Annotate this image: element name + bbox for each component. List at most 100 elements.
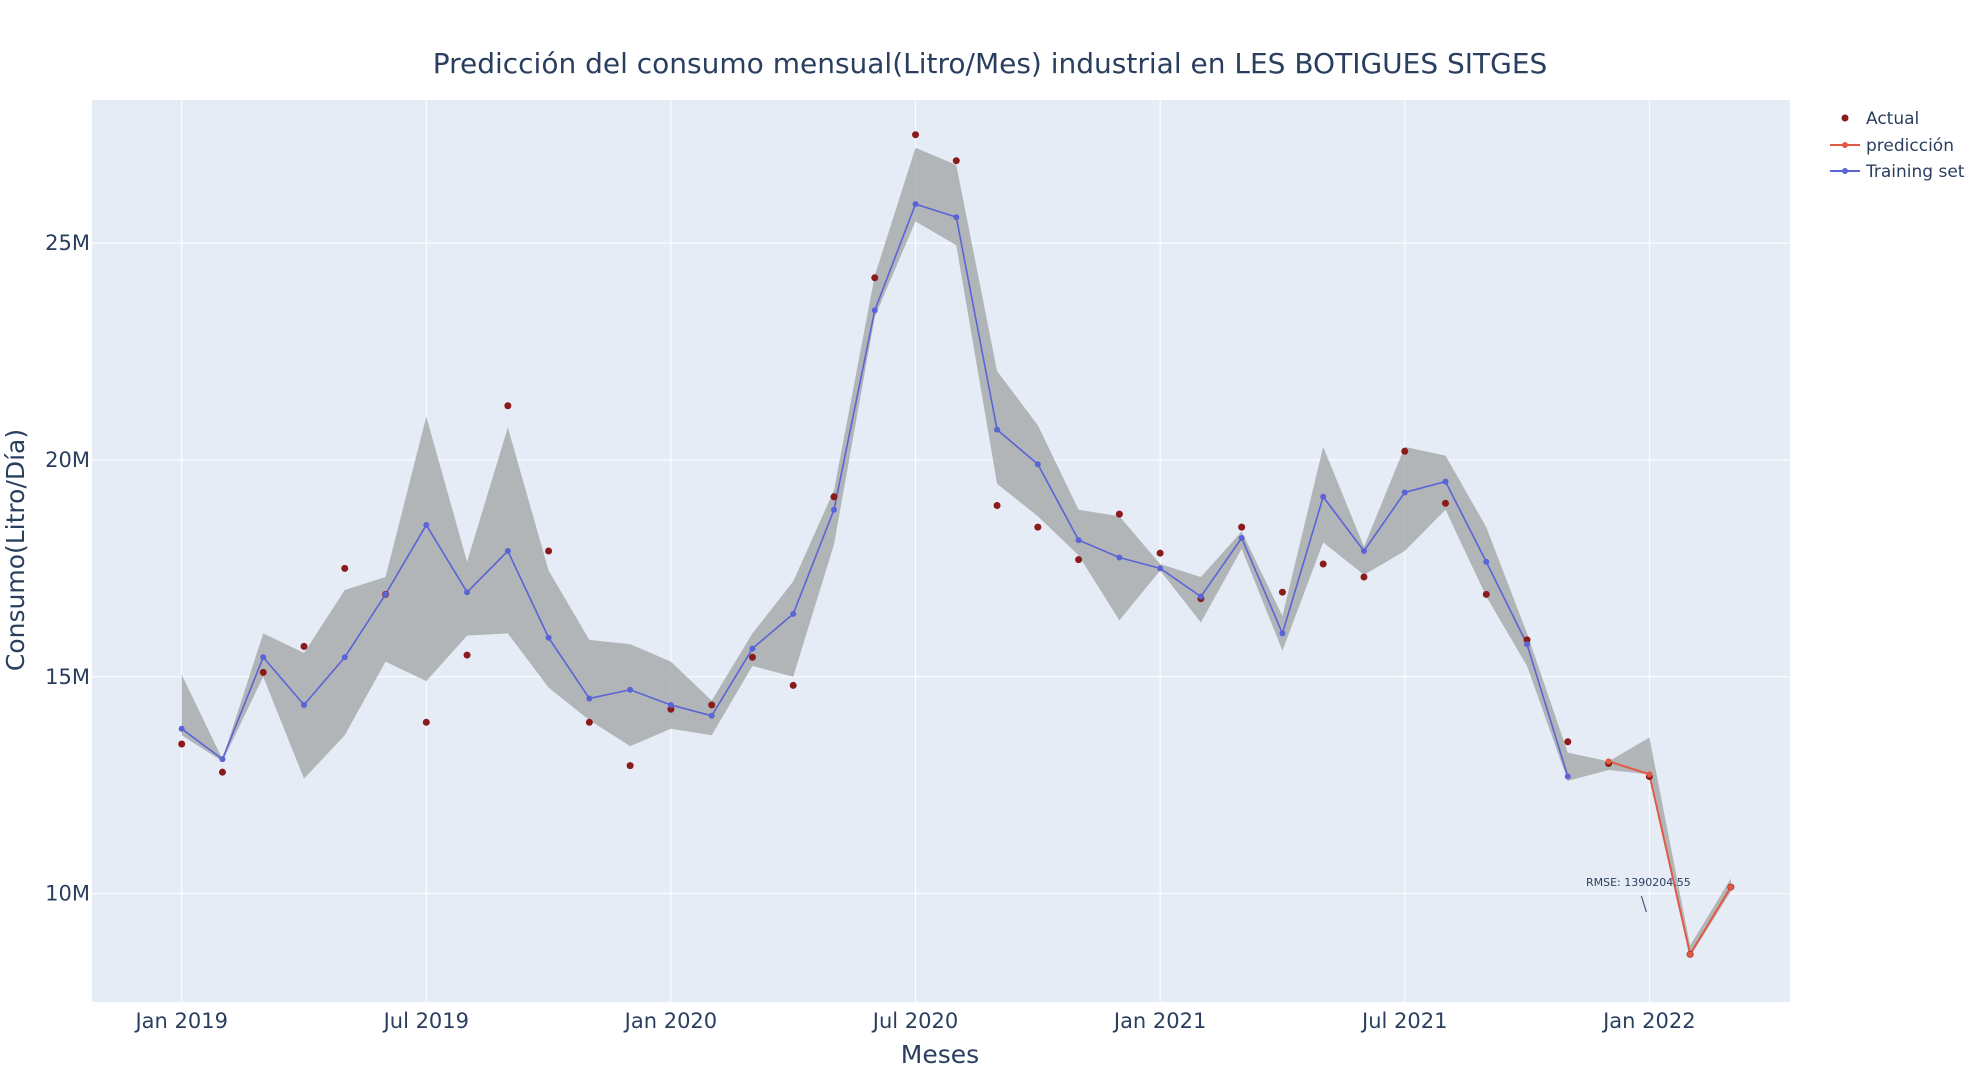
y-tick-label: 10M: [45, 882, 90, 906]
training-point: [830, 506, 837, 513]
actual-point: [504, 402, 512, 410]
training-point: [667, 701, 674, 708]
prediction-point: [1646, 771, 1653, 778]
legend-item-actual[interactable]: Actual: [1841, 109, 1920, 129]
legend-training-marker: [1842, 168, 1848, 174]
training-point: [1279, 630, 1286, 637]
x-tick-label: Jan 2019: [133, 1009, 228, 1033]
actual-point: [667, 705, 675, 713]
prediction-markers: [1605, 758, 1734, 958]
training-point: [1034, 461, 1041, 468]
training-point: [1157, 565, 1164, 572]
y-tick-label: 25M: [45, 231, 90, 255]
actual-point: [463, 651, 471, 659]
training-point: [1116, 554, 1123, 561]
legend-actual-label: Actual: [1866, 109, 1919, 129]
training-point: [1564, 773, 1571, 780]
training-point: [1483, 558, 1490, 565]
actual-point: [218, 768, 226, 776]
actual-point: [1564, 738, 1572, 746]
training-point: [260, 654, 267, 661]
actual-point: [422, 718, 430, 726]
training-point: [504, 548, 511, 554]
prediction-point: [1687, 951, 1694, 958]
prediction-line: [1608, 760, 1732, 957]
y-tick-label: 15M: [45, 665, 90, 689]
training-point: [341, 654, 348, 661]
actual-point: [1034, 523, 1042, 531]
training-point: [1442, 478, 1449, 485]
actual-point: [545, 547, 553, 555]
actual-point: [300, 642, 308, 650]
actual-point: [1156, 549, 1164, 557]
training-point: [1197, 593, 1204, 600]
x-tick-label: Jul 2021: [1360, 1009, 1447, 1033]
prediction-point: [1727, 884, 1734, 891]
x-axis-ticks: Jan 2019 Jul 2019 Jan 2020 Jul 2020 Jan 2021…: [133, 1009, 1695, 1033]
x-tick-label: Jan 2021: [1112, 1009, 1207, 1033]
legend-prediction-marker: [1842, 142, 1848, 148]
actual-point: [830, 493, 838, 501]
training-point: [178, 725, 185, 732]
y-axis-title: Consumo(Litro/Día): [1, 429, 30, 671]
training-point: [953, 214, 960, 221]
actual-point: [1482, 590, 1490, 598]
x-axis-title: Meses: [901, 1040, 979, 1069]
prediction-point: [1605, 758, 1612, 765]
actual-point: [178, 740, 186, 748]
actual-point: [1278, 588, 1286, 596]
annotation-text: RMSE: 1390204.55: [1586, 876, 1691, 889]
actual-point: [259, 668, 267, 676]
training-point: [1238, 534, 1245, 541]
annotation-arrow: [1640, 895, 1647, 913]
training-point: [464, 589, 471, 596]
x-tick-label: Jul 2019: [382, 1009, 469, 1033]
legend-training-label: Training set: [1865, 162, 1965, 182]
training-point: [749, 645, 756, 652]
actual-point: [789, 681, 797, 689]
actual-point: [1442, 499, 1450, 507]
legend-actual-marker: [1841, 114, 1849, 122]
legend-item-prediction[interactable]: predicción: [1830, 136, 1954, 156]
training-point: [1360, 548, 1367, 554]
prediction-series-line: [1608, 760, 1732, 957]
legend-prediction-label: predicción: [1866, 136, 1954, 156]
actual-point: [1115, 510, 1123, 518]
training-point: [912, 201, 919, 208]
training-point: [219, 756, 226, 763]
legend[interactable]: Actual predicción Training set: [1830, 109, 1965, 182]
actual-point: [1238, 523, 1246, 531]
training-point: [1075, 537, 1082, 544]
training-point: [790, 610, 797, 617]
actual-point: [1360, 573, 1368, 581]
actual-point: [952, 157, 960, 165]
training-markers: [178, 201, 1571, 780]
training-point: [423, 521, 430, 528]
x-tick-label: Jan 2020: [623, 1009, 718, 1033]
actual-point: [708, 701, 716, 709]
actual-point: [871, 274, 879, 282]
actual-point: [1523, 636, 1531, 644]
actual-point: [1401, 447, 1409, 455]
training-point: [300, 701, 307, 708]
training-point: [1524, 641, 1531, 648]
actual-point: [748, 653, 756, 661]
legend-item-training[interactable]: Training set: [1830, 162, 1965, 182]
training-point: [1320, 493, 1327, 500]
training-point: [994, 426, 1001, 433]
y-axis-ticks: 10M 15M 20M 25M: [45, 231, 90, 905]
y-tick-label: 20M: [45, 448, 90, 472]
actual-point: [626, 762, 634, 770]
actual-point: [1075, 556, 1083, 564]
rmse-annotation: RMSE: 1390204.55: [1586, 876, 1691, 913]
chart-title: Predicción del consumo mensual(Litro/Mes…: [433, 47, 1548, 80]
actual-point: [912, 131, 920, 139]
confidence-band: [181, 147, 1731, 957]
x-tick-label: Jul 2020: [871, 1009, 958, 1033]
actual-point: [1319, 560, 1327, 568]
actual-point: [341, 564, 349, 572]
plot-area: [92, 100, 1790, 1002]
actual-markers: [178, 131, 1735, 958]
x-tick-label: Jan 2022: [1601, 1009, 1696, 1033]
